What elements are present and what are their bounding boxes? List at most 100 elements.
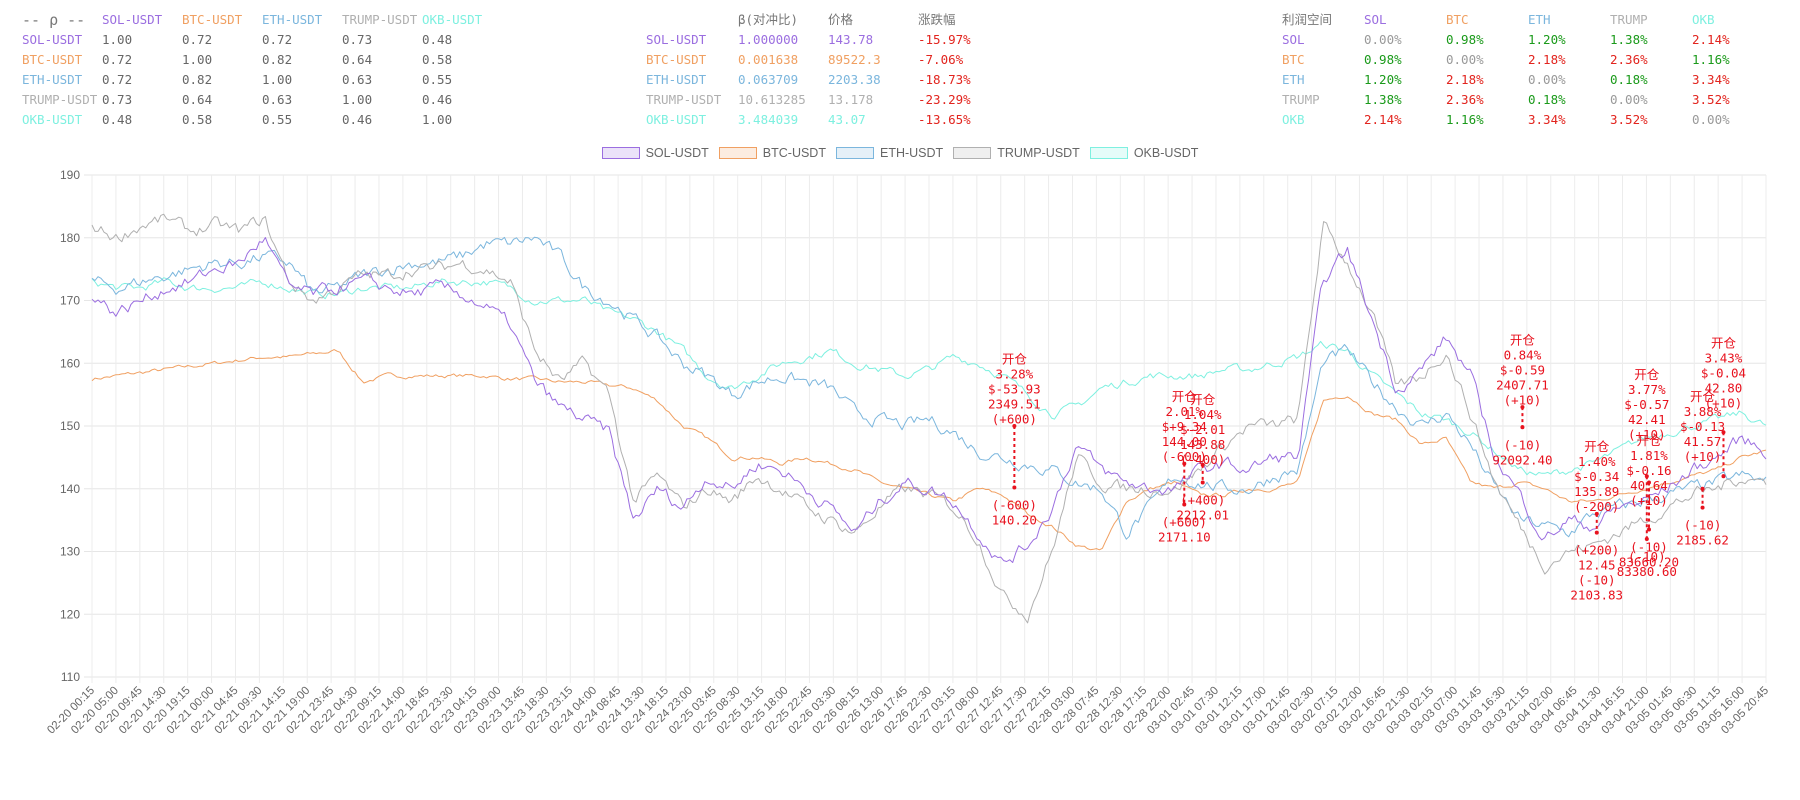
legend-swatch (601, 147, 640, 159)
trade-close-label: (-600) (992, 497, 1037, 512)
corr-value: 0.72 (262, 32, 293, 47)
profit-column-header: ETH (1528, 12, 1551, 27)
profit-row-label: ETH (1282, 72, 1305, 87)
profit-value: 1.16% (1692, 52, 1730, 67)
corr-value: 0.48 (422, 32, 453, 47)
corr-row-label: TRUMP-USDT (22, 92, 98, 107)
corr-row: ETH-USDT 0.72 0.82 1.00 0.63 0.55 (22, 70, 502, 90)
profit-column-header: TRUMP (1610, 12, 1648, 27)
beta-column-header: 价格 (828, 12, 854, 27)
beta-row: ETH-USDT 0.063709 2203.38 -18.73% (646, 70, 1008, 90)
beta-value: 0.001638 (738, 52, 799, 67)
trade-close-label: 92092.40 (1492, 452, 1552, 467)
profit-row: TRUMP 1.38% 2.36% 0.18% 0.00% 3.52% (1282, 90, 1774, 110)
corr-row-label: BTC-USDT (22, 52, 83, 67)
profit-value: 1.38% (1364, 92, 1402, 107)
price-value: 89522.3 (828, 52, 881, 67)
trade-close-label: (-10) (1630, 540, 1668, 555)
trade-open-label: $-0.04 (1701, 366, 1746, 381)
corr-value: 0.48 (102, 112, 133, 127)
beta-row-label: SOL-USDT (646, 32, 707, 47)
profit-column-header: OKB (1692, 12, 1715, 27)
legend-label: SOL-USDT (645, 146, 709, 160)
corr-row: SOL-USDT 1.00 0.72 0.72 0.73 0.48 (22, 30, 502, 50)
trade-open-label: 3.88% (1684, 404, 1722, 419)
trade-open-label: $-53.93 (988, 381, 1041, 396)
trade-open-label: 开仓 (1002, 351, 1028, 366)
trade-open-label: (-400) (1180, 452, 1225, 467)
trade-open-label: (+10) (1630, 493, 1668, 508)
profit-value: 0.00% (1364, 32, 1402, 47)
profit-row-label: TRUMP (1282, 92, 1320, 107)
profit-column-header: BTC (1446, 12, 1469, 27)
y-tick-label: 160 (60, 356, 80, 370)
trade-close-label: 12.45 (1578, 558, 1616, 573)
trade-close-point (1594, 530, 1599, 535)
beta-price-table: β(对冲比) 价格 涨跌幅 SOL-USDT 1.000000 143.78 -15.97%… (646, 10, 1008, 130)
profit-corner-label: 利润空间 (1282, 12, 1333, 27)
profit-row-label: BTC (1282, 52, 1305, 67)
corr-value: 1.00 (422, 112, 453, 127)
trade-open-label: (-600) (1162, 449, 1207, 464)
trade-open-point (1644, 474, 1649, 479)
legend-swatch (953, 147, 992, 159)
trade-close-label: (+400) (1180, 492, 1225, 507)
profit-row: OKB 2.14% 1.16% 3.34% 3.52% 0.00% (1282, 110, 1774, 130)
legend-item[interactable]: TRUMP-USDT (953, 146, 1080, 160)
beta-row: TRUMP-USDT 10.613285 13.178 -23.29% (646, 90, 1008, 110)
corr-row: TRUMP-USDT 0.73 0.64 0.63 1.00 0.46 (22, 90, 502, 110)
trade-open-label: 开仓 (1711, 336, 1737, 351)
trade-open-point (1721, 430, 1726, 435)
legend-swatch (1089, 147, 1128, 159)
profit-column-header: SOL (1364, 12, 1387, 27)
corr-value: 0.46 (342, 112, 373, 127)
trade-close-label: 2103.83 (1570, 588, 1623, 603)
legend-item[interactable]: BTC-USDT (718, 146, 826, 160)
trade-open-point (1200, 462, 1205, 467)
trade-open-point (1700, 486, 1705, 491)
beta-value: 1.000000 (738, 32, 799, 47)
trade-close-point (1200, 480, 1205, 485)
corr-column-header: TRUMP-USDT (342, 12, 418, 27)
beta-column-header: β(对冲比) (738, 12, 799, 27)
trade-open-label: 开仓 (1636, 433, 1662, 448)
y-tick-label: 150 (60, 419, 80, 433)
series-line (91, 277, 1767, 476)
corr-value: 0.82 (182, 72, 213, 87)
y-tick-label: 180 (60, 231, 80, 245)
corr-value: 0.64 (342, 52, 373, 67)
y-tick-label: 140 (60, 482, 80, 496)
profit-value: 2.18% (1446, 72, 1484, 87)
trade-open-label: (+10) (1504, 392, 1542, 407)
legend-label: ETH-USDT (879, 146, 944, 160)
trade-open-label: $+9.34 (1162, 419, 1207, 434)
corr-column-header: SOL-USDT (102, 12, 163, 27)
trade-open-point (1594, 511, 1599, 516)
trade-open-label: 开仓 (1510, 332, 1536, 347)
series-line (91, 237, 1767, 563)
legend-item[interactable]: OKB-USDT (1089, 146, 1198, 160)
trade-close-label: (-10) (1578, 573, 1616, 588)
trade-close-label: (+600) (1162, 514, 1207, 529)
profit-value: 0.18% (1528, 92, 1566, 107)
legend-item[interactable]: ETH-USDT (835, 146, 944, 160)
price-value: 43.07 (828, 112, 866, 127)
trade-open-label: 0.84% (1504, 347, 1542, 362)
corr-row-label: OKB-USDT (22, 112, 83, 127)
trade-open-label: 开仓 (1634, 367, 1660, 382)
profit-row-label: SOL (1282, 32, 1305, 47)
beta-row-label: TRUMP-USDT (646, 92, 722, 107)
trade-open-point (1182, 461, 1187, 466)
y-tick-label: 110 (61, 670, 80, 684)
corr-value: 0.46 (422, 92, 453, 107)
trade-open-label: 1.81% (1630, 448, 1668, 463)
trade-open-label: 143.88 (1180, 437, 1225, 452)
legend-item[interactable]: SOL-USDT (601, 146, 709, 160)
profit-value: 1.16% (1446, 112, 1484, 127)
trade-open-label: 135.89 (1574, 484, 1619, 499)
trade-open-point (1520, 405, 1525, 410)
trade-open-label: 42.41 (1628, 412, 1666, 427)
profit-value: 0.00% (1528, 72, 1566, 87)
trade-close-label: 140.20 (992, 512, 1037, 527)
